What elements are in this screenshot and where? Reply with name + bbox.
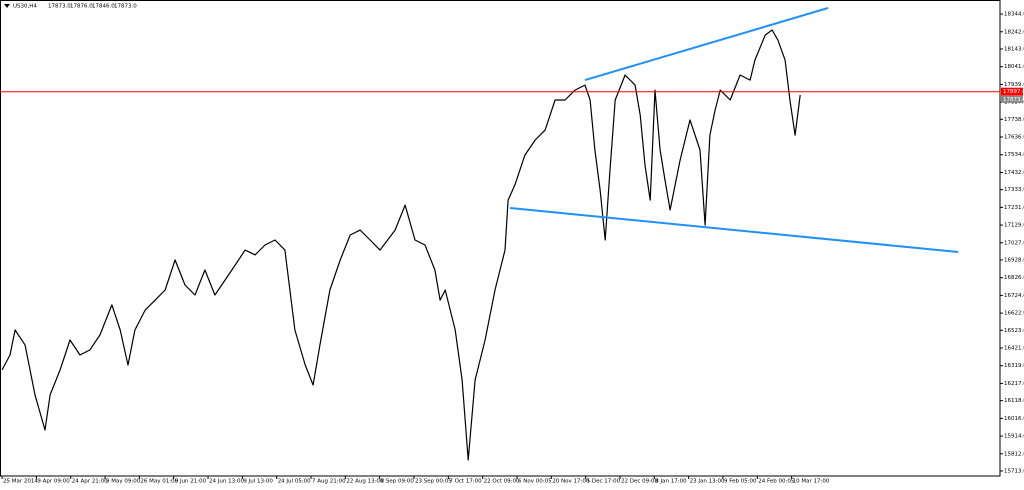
hline-label-box xyxy=(1001,87,1023,96)
y-tick-label: 17129.0 xyxy=(1004,223,1024,229)
y-tick-label: 18143.0 xyxy=(1004,46,1024,52)
x-tick-label: 7 Oct 17:00 xyxy=(449,479,482,485)
price-label: 17873.0 xyxy=(1003,97,1024,103)
y-tick-label: 17534.0 xyxy=(1004,152,1024,158)
y-tick-label: 16826.0 xyxy=(1004,275,1024,281)
x-tick-label: 25 Mar 2014 xyxy=(3,479,38,485)
y-tick-label: 18242.0 xyxy=(1004,29,1024,35)
menu-arrow[interactable] xyxy=(4,4,10,8)
x-tick-label: 24 Feb 00:05 xyxy=(758,479,795,485)
x-tick-label: 20 Nov 17:00 xyxy=(552,479,590,485)
y-tick-label: 17333.0 xyxy=(1004,187,1024,193)
y-tick-label: 17939.0 xyxy=(1004,82,1024,88)
x-tick-label: 10 Mar 17:00 xyxy=(793,479,830,485)
y-tick-label: 16217.0 xyxy=(1004,381,1024,387)
x-tick-label: 22 Oct 09:00 xyxy=(484,479,520,485)
x-tick-label: 9 May 09:00 xyxy=(106,479,141,485)
hline-label: 17897.0 xyxy=(1003,89,1024,95)
x-tick-label: 24 Jun 13:00 xyxy=(209,479,244,485)
y-tick-label: 17027.0 xyxy=(1004,240,1024,246)
y-tick-label: 17432.0 xyxy=(1004,170,1024,176)
y-tick-label: 16622.0 xyxy=(1004,311,1024,317)
y-tick-label: 17231.0 xyxy=(1004,205,1024,211)
header-quotes: 17873.0 17876.0 17846.0 17873.0 xyxy=(48,4,137,10)
x-tick-label: 9 Feb 05:00 xyxy=(724,479,757,485)
plot-frame xyxy=(0,0,1001,477)
y-tick-label: 18041.0 xyxy=(1004,64,1024,70)
trendline xyxy=(584,7,829,82)
y-tick-label: 16724.0 xyxy=(1004,293,1024,299)
x-tick-label: 8 Sep 09:00 xyxy=(381,479,415,485)
y-tick-label: 15713.0 xyxy=(1004,468,1024,474)
header-quote: 17873.0 xyxy=(48,4,71,10)
y-tick-label: 16523.0 xyxy=(1004,328,1024,334)
x-tick-label: 23 Sep 00:05 xyxy=(415,479,452,485)
x-tick-label: 5 Dec 17:00 xyxy=(587,479,621,485)
x-tick-label: 9 Jun 21:00 xyxy=(175,479,207,485)
price-label-box xyxy=(1001,95,1023,103)
y-tick-label: 16421.0 xyxy=(1004,346,1024,352)
y-tick-label: 16928.0 xyxy=(1004,257,1024,263)
x-tick-label: 23 Jan 13:00 xyxy=(690,479,725,485)
price-line xyxy=(1,29,801,461)
y-tick-label: 15812.0 xyxy=(1004,451,1024,457)
x-tick-label: 9 Apr 09:00 xyxy=(37,479,70,485)
x-tick-label: 24 Jul 05:00 xyxy=(278,479,311,485)
header-quote: 17873.0 xyxy=(114,4,137,10)
x-tick-label: 6 Nov 00:05 xyxy=(518,479,552,485)
chart-title: US30,H4 xyxy=(13,4,37,10)
x-tick-label: 22 Dec 09:00 xyxy=(621,479,658,485)
x-tick-label: 9 Jul 13:00 xyxy=(243,479,273,485)
y-tick-label: 16118.0 xyxy=(1004,398,1024,404)
y-tick-label: 17738.0 xyxy=(1004,117,1024,123)
x-tick-label: 7 Aug 21:00 xyxy=(312,479,346,485)
x-tick-label: 8 Jan 17:00 xyxy=(655,479,687,485)
y-tick-label: 18344.0 xyxy=(1004,12,1024,18)
header-quote: 17846.0 xyxy=(92,4,115,10)
y-tick-label: 15914.0 xyxy=(1004,434,1024,440)
x-tick-label: 22 Aug 13:00 xyxy=(346,479,384,485)
y-tick-label: 17636.0 xyxy=(1004,135,1024,141)
x-tick-label: 26 May 01:00 xyxy=(140,479,178,485)
y-tick-label: 16319.0 xyxy=(1004,363,1024,369)
y-tick-label: 16016.0 xyxy=(1004,416,1024,422)
trendline xyxy=(510,207,959,253)
header-quote: 17876.0 xyxy=(70,4,93,10)
x-tick-label: 24 Apr 21:00 xyxy=(72,479,108,485)
